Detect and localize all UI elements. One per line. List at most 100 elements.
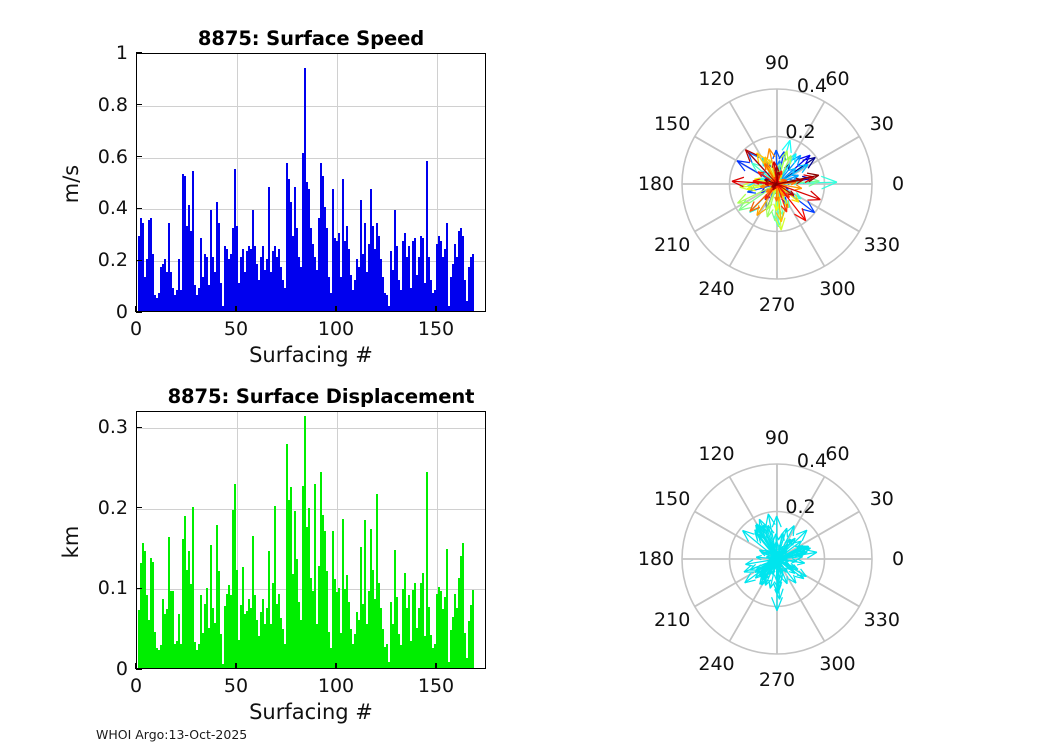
polar-theta-label: 60 xyxy=(825,68,850,91)
polar-arrow-head xyxy=(780,150,788,159)
polar-arrow-head xyxy=(786,539,794,544)
bar xyxy=(448,661,450,668)
bar xyxy=(138,609,140,668)
x-tick-mark xyxy=(235,306,237,312)
bar xyxy=(460,228,462,311)
polar-arrow-head xyxy=(778,171,781,176)
x-tick-mark xyxy=(435,306,437,312)
bar xyxy=(160,645,162,668)
polar-arrow-head xyxy=(743,564,752,573)
polar-r-label: 0.2 xyxy=(785,495,816,518)
gridline-vertical xyxy=(437,412,438,668)
polar-theta-label: 210 xyxy=(654,608,691,631)
bar xyxy=(164,259,166,311)
polar-theta-label: 150 xyxy=(654,487,691,510)
bar xyxy=(210,210,212,311)
polar-arrow-head xyxy=(795,191,802,200)
bar xyxy=(308,189,310,311)
polar-arrow-head xyxy=(766,209,774,218)
bar xyxy=(210,544,212,668)
bar xyxy=(444,248,446,311)
polar-arrow-head xyxy=(796,574,807,578)
bar xyxy=(298,601,300,668)
bar xyxy=(286,443,288,668)
bar xyxy=(422,572,424,668)
polar-arrow-head xyxy=(788,570,796,575)
polar-arrow-head xyxy=(761,573,765,581)
polar-arrow-head xyxy=(791,199,800,203)
bar xyxy=(286,163,288,311)
bar xyxy=(236,225,238,311)
bar xyxy=(262,599,264,668)
polar-r-label: 0.4 xyxy=(796,74,828,97)
bar xyxy=(320,472,322,668)
polar-arrow-head xyxy=(766,550,771,553)
bar xyxy=(226,248,228,311)
bar xyxy=(274,246,276,311)
bar xyxy=(158,292,160,311)
polar-arrow xyxy=(776,558,784,574)
x-tick-label: 100 xyxy=(317,675,355,697)
polar-arrow-head xyxy=(764,193,768,200)
bar xyxy=(262,246,264,311)
panel-polar-cycle: Surface displacement (km) 03060901201501… xyxy=(525,0,1050,375)
bar xyxy=(376,222,378,311)
polar-arrow-head xyxy=(764,163,771,169)
bar xyxy=(472,589,474,668)
bar xyxy=(164,613,166,668)
bar xyxy=(392,269,394,311)
polar-arrow-head xyxy=(806,172,819,176)
bar xyxy=(332,530,334,668)
bar xyxy=(238,282,240,311)
polar-arrow-head xyxy=(789,155,792,165)
bar xyxy=(196,295,198,311)
bar xyxy=(166,609,168,668)
bar xyxy=(182,173,184,311)
y-tick-label: 0.4 xyxy=(97,197,128,220)
bar xyxy=(396,597,398,668)
bar xyxy=(412,589,414,668)
bar xyxy=(190,584,192,668)
bar xyxy=(342,518,344,668)
polar-arrow-head xyxy=(737,201,750,204)
bar xyxy=(334,578,336,668)
bar xyxy=(430,634,432,668)
bar xyxy=(424,282,426,311)
polar-theta-label: 240 xyxy=(698,652,735,675)
bar xyxy=(310,577,312,668)
y-tick-label: 0.1 xyxy=(97,577,128,600)
bar xyxy=(406,608,408,668)
polar-arrow xyxy=(776,551,818,560)
bar xyxy=(330,647,332,668)
x-tick-label: 0 xyxy=(129,675,143,697)
bar xyxy=(214,272,216,311)
x-tick-label: 0 xyxy=(129,318,143,340)
bar xyxy=(340,633,342,668)
bar xyxy=(328,631,330,668)
polar-arrow-head xyxy=(767,559,772,564)
bar xyxy=(256,619,258,668)
bar xyxy=(292,235,294,311)
bar xyxy=(152,254,154,311)
bar xyxy=(440,590,442,668)
polar-arrow-head xyxy=(789,140,792,154)
bar xyxy=(336,241,338,311)
polar-arrow-head xyxy=(804,176,815,184)
bar xyxy=(472,254,474,311)
bar xyxy=(458,230,460,311)
bar xyxy=(186,570,188,668)
polar-arrow-head xyxy=(754,529,759,540)
polar-arrow-head xyxy=(745,559,754,565)
bar xyxy=(144,551,146,668)
gridline-horizontal xyxy=(137,105,485,107)
bar xyxy=(366,623,368,668)
bar xyxy=(432,647,434,668)
polar-arrow-head xyxy=(801,208,815,214)
bar xyxy=(336,592,338,668)
polar-arrow xyxy=(737,183,778,204)
polar-arrow-head xyxy=(779,570,784,575)
bar xyxy=(470,256,472,311)
gridline-vertical xyxy=(237,412,238,668)
bar xyxy=(250,607,252,668)
bar xyxy=(430,279,432,311)
